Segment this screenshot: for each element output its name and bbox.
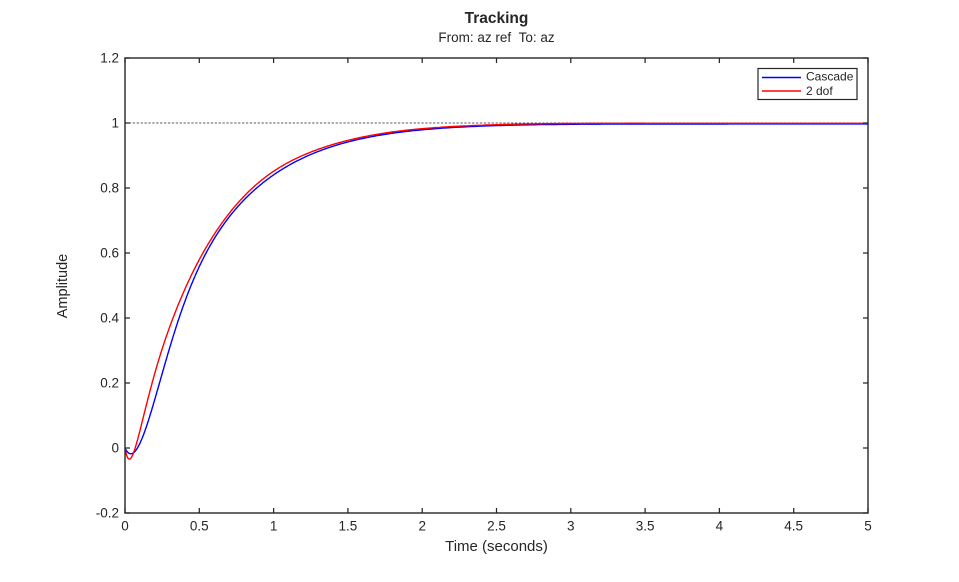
- svg-text:1: 1: [111, 116, 119, 131]
- svg-text:2: 2: [418, 519, 426, 534]
- svg-text:4: 4: [716, 519, 724, 534]
- svg-text:0.4: 0.4: [100, 311, 119, 326]
- svg-text:Cascade: Cascade: [806, 70, 854, 84]
- svg-text:0.2: 0.2: [100, 376, 119, 391]
- svg-text:0.5: 0.5: [190, 519, 209, 534]
- svg-text:From: az ref To: az: From: az ref To: az: [438, 30, 555, 45]
- svg-text:4.5: 4.5: [784, 519, 803, 534]
- svg-text:Amplitude: Amplitude: [55, 254, 71, 318]
- svg-text:3.5: 3.5: [636, 519, 655, 534]
- svg-text:5: 5: [864, 519, 872, 534]
- svg-text:0.8: 0.8: [100, 181, 119, 196]
- svg-text:2 dof: 2 dof: [806, 84, 833, 98]
- svg-text:0: 0: [121, 519, 129, 534]
- svg-text:2.5: 2.5: [487, 519, 506, 534]
- svg-text:0.6: 0.6: [100, 246, 119, 261]
- svg-text:1.2: 1.2: [100, 51, 119, 66]
- svg-text:Tracking: Tracking: [465, 10, 529, 27]
- svg-text:0: 0: [111, 441, 119, 456]
- svg-text:Time (seconds): Time (seconds): [445, 538, 548, 555]
- svg-text:-0.2: -0.2: [96, 506, 119, 521]
- svg-text:1.5: 1.5: [339, 519, 358, 534]
- svg-text:1: 1: [270, 519, 278, 534]
- svg-text:3: 3: [567, 519, 575, 534]
